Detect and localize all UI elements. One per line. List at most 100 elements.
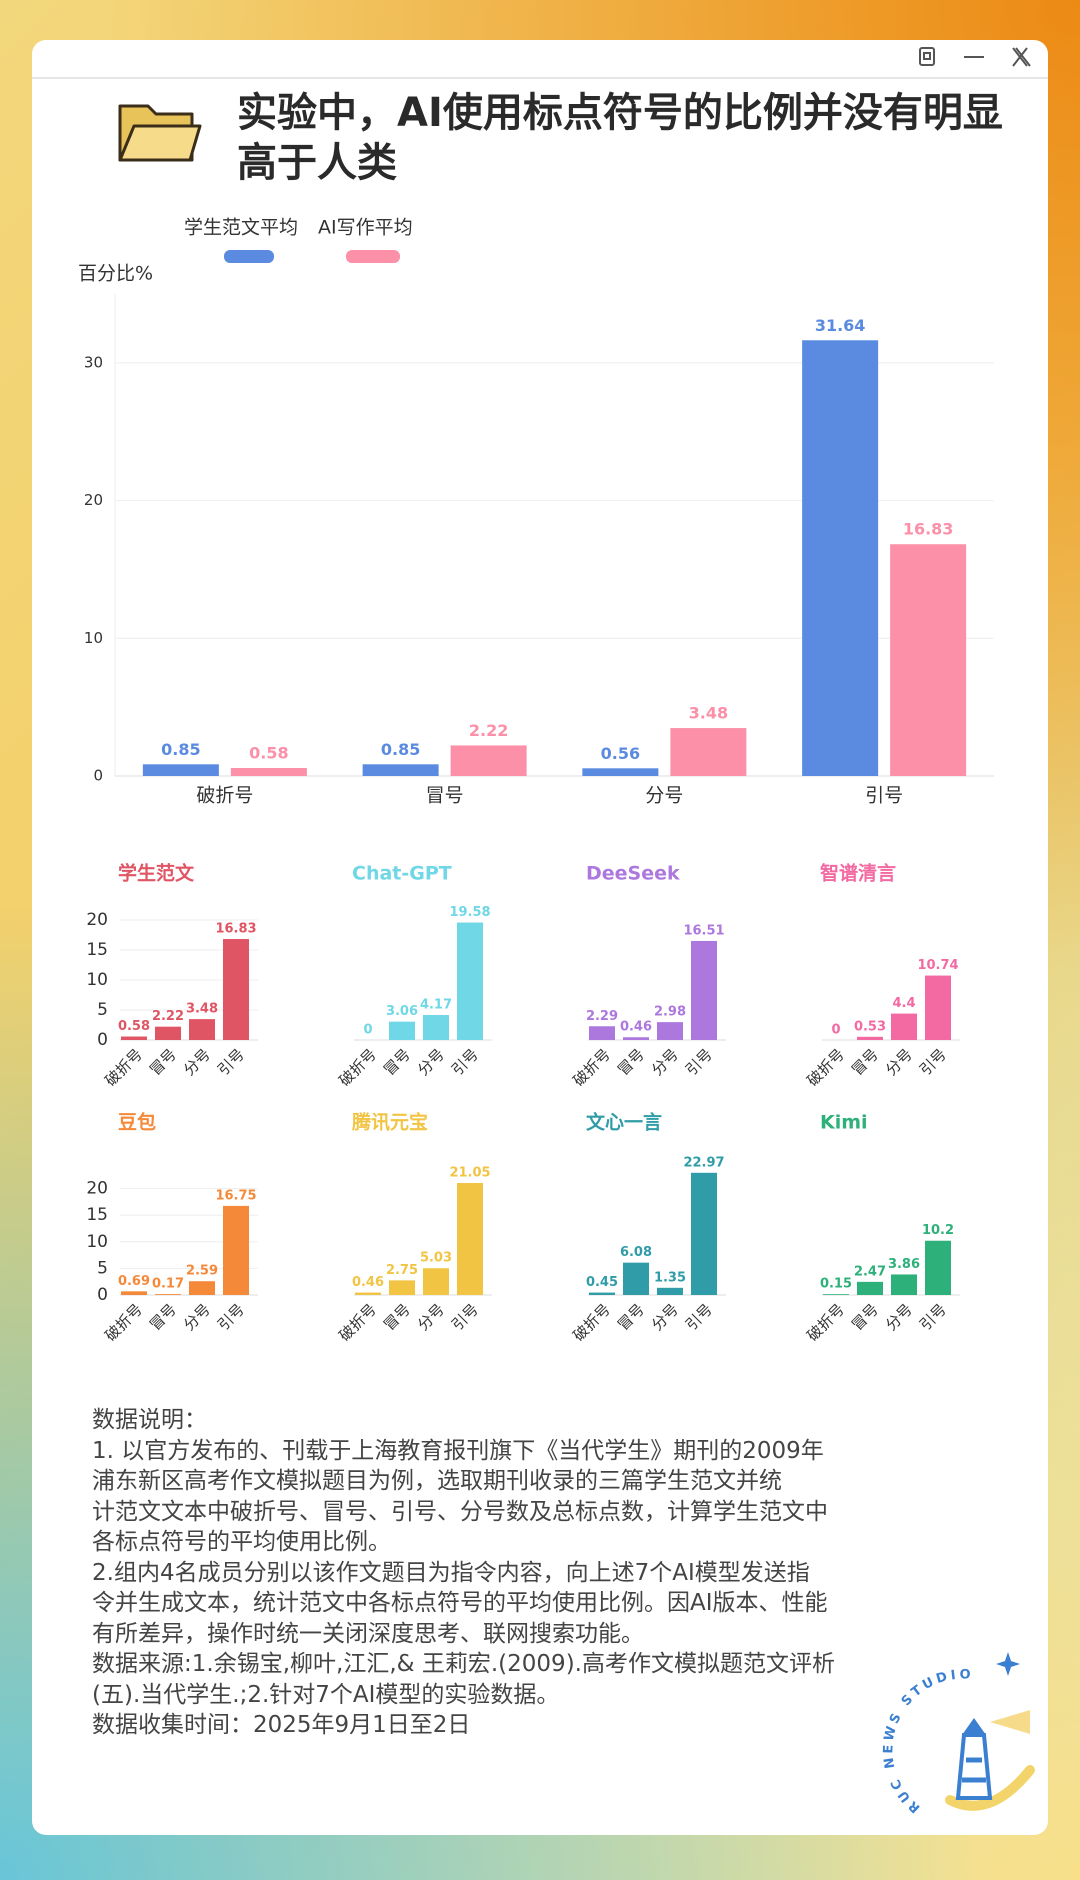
x-tick-label: 冒号 [614,1300,648,1334]
x-tick-label: 分号 [882,1300,916,1334]
note-line: 数据来源:1.余锡宝,柳叶,江汇,& 王莉宏.(2009).高考作文模拟题范文评… [92,1651,835,1677]
bar [155,1294,181,1295]
value-label: 5.03 [420,1251,452,1266]
bar [223,1205,249,1295]
x-tick-label: 分号 [648,1300,682,1334]
value-label: 0.69 [118,1274,150,1289]
value-label: 16.51 [683,923,724,938]
bar [223,939,249,1040]
y-tick-label: 0 [97,1285,108,1305]
bar [691,940,717,1040]
y-tick-label: 5 [97,1258,108,1278]
x-tick-label: 引号 [916,1300,950,1334]
x-tick-label: 引号 [448,1045,482,1079]
x-tick-label: 冒号 [146,1300,180,1334]
note-line: 数据说明： [92,1407,207,1433]
value-label: 3.48 [186,1002,218,1017]
note-line: 有所差异，操作时统一关闭深度思考、联网搜索功能。 [92,1620,644,1647]
value-label: 3.48 [689,704,728,723]
x-tick-label: 引号 [916,1045,950,1079]
legend-swatch [346,250,400,263]
x-tick-label: 破折号 [569,1300,614,1345]
value-label: 22.97 [683,1155,724,1170]
value-label: 0.15 [820,1277,852,1292]
value-label: 0.17 [152,1277,184,1292]
y-tick-label: 10 [86,970,108,990]
note-line: 数据收集时间：2025年9月1日至2日 [92,1712,471,1738]
chart-title: Chat-GPT [352,863,452,885]
bar [457,1183,483,1295]
bar [457,922,483,1040]
x-tick-label: 分号 [648,1045,682,1079]
value-label: 21.05 [449,1166,490,1181]
value-label: 0.46 [620,1020,652,1035]
bar [389,1280,415,1295]
value-label: 4.17 [420,997,452,1012]
bar [857,1281,883,1295]
x-tick-label: 引号 [214,1300,248,1334]
bar [589,1026,615,1040]
title: 实验中，AI使用标点符号的比例并没有明显高于人类 [237,90,1003,186]
bar [189,1281,215,1295]
value-label: 4.4 [892,996,915,1011]
value-label: 2.59 [186,1264,218,1279]
legend-swatch [224,250,274,263]
note-line: 各标点符号的平均使用比例。 [92,1529,391,1555]
value-label: 0.56 [601,744,640,763]
x-tick-label: 破折号 [569,1045,614,1090]
x-tick-label: 破折号 [196,785,253,807]
value-label: 0.53 [854,1019,886,1034]
value-label: 0 [831,1023,840,1038]
value-label: 1.35 [654,1270,686,1285]
value-label: 3.06 [386,1004,418,1019]
value-label: 0.85 [161,740,200,759]
value-label: 31.64 [815,316,866,335]
note-line: 1. 以官方发布的、刊载于上海教育报刊旗下《当代学生》期刊的2009年 [92,1437,824,1464]
bar [891,1013,917,1040]
close-button[interactable] [1012,47,1031,67]
x-tick-label: 分号 [414,1300,448,1334]
x-tick-label: 破折号 [101,1045,146,1090]
y-tick-label: 20 [86,1179,108,1199]
bar [389,1021,415,1040]
y-tick-label: 20 [86,910,108,930]
chart-title: 豆包 [118,1111,156,1134]
bar [589,1292,615,1295]
x-tick-label: 引号 [214,1045,248,1079]
restore-icon [923,52,931,60]
chart-title: 智谱清言 [820,862,896,885]
x-tick-label: 破折号 [101,1300,146,1345]
bar [925,1240,951,1295]
value-label: 0 [363,1023,372,1038]
y-tick-label: 15 [86,940,108,960]
x-tick-label: 引号 [448,1300,482,1334]
value-label: 6.08 [620,1245,652,1260]
bar [890,544,967,776]
note-line: 计范文文本中破折号、冒号、引号、分号数及总标点数，计算学生范文中 [92,1498,828,1525]
value-label: 3.86 [888,1257,920,1272]
x-tick-label: 破折号 [335,1045,380,1090]
bar [823,1294,849,1295]
x-tick-label: 破折号 [803,1300,848,1345]
value-label: 0.46 [352,1275,384,1290]
note-line: (五).当代学生.;2.针对7个AI模型的实验数据。 [92,1681,560,1708]
window-controls[interactable] [919,47,1031,67]
value-label: 10.2 [922,1223,954,1238]
legend-label: AI写作平均 [318,217,413,239]
y-tick-label: 20 [84,491,103,509]
bar [623,1262,649,1295]
bar [121,1291,147,1295]
bar [802,340,879,776]
notes: 数据说明： 1. 以官方发布的、刊载于上海教育报刊旗下《当代学生》期刊的2009年… [92,1405,835,1741]
x-tick-label: 引号 [682,1300,716,1334]
x-tick-label: 冒号 [848,1300,882,1334]
restore-button[interactable] [919,47,935,66]
y-tick-label: 10 [84,629,103,647]
chart-title: 腾讯元宝 [351,1111,428,1134]
value-label: 2.47 [854,1264,886,1279]
value-label: 2.29 [586,1009,618,1024]
bar [857,1036,883,1040]
bar [450,745,527,776]
x-tick-label: 分号 [180,1300,214,1334]
